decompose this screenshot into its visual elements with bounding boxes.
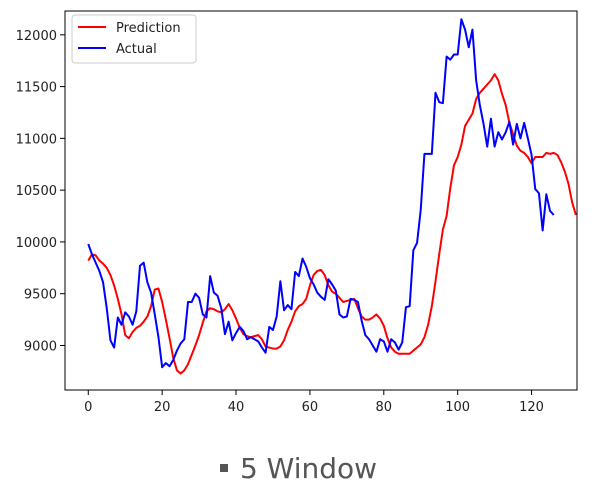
x-axis: 0 20 40 60 80 100 120 <box>84 390 544 415</box>
x-tick-label: 80 <box>376 400 393 415</box>
x-tick-label: 120 <box>519 400 544 415</box>
line-chart: 0 20 40 60 80 100 120 9000 9500 10000 10500 11000 1… <box>16 10 578 415</box>
y-tick-label: 9500 <box>24 288 57 303</box>
bullet-icon <box>219 464 228 472</box>
y-tick-label: 12000 <box>16 29 57 44</box>
x-tick-label: 40 <box>228 400 245 415</box>
chart-caption: 5 Window <box>0 452 597 485</box>
series-line-prediction <box>87 73 577 375</box>
legend-prediction-label: Prediction <box>116 21 181 36</box>
plot-frame <box>64 10 578 391</box>
x-tick-label: 0 <box>84 400 92 415</box>
x-tick-label: 60 <box>302 400 319 415</box>
y-tick-label: 11500 <box>16 81 57 96</box>
y-tick-label: 9000 <box>24 339 57 354</box>
x-tick-label: 20 <box>154 400 171 415</box>
legend-actual-label: Actual <box>116 42 157 57</box>
y-axis: 9000 9500 10000 10500 11000 11500 12000 <box>16 29 65 354</box>
series-line-actual <box>87 18 555 369</box>
legend: Prediction Actual <box>71 14 197 64</box>
caption-text: 5 Window <box>239 452 378 485</box>
y-tick-label: 11000 <box>16 132 57 147</box>
y-tick-label: 10500 <box>16 184 57 199</box>
y-tick-label: 10000 <box>16 236 57 251</box>
x-tick-label: 100 <box>445 400 470 415</box>
plot-lines <box>87 18 577 375</box>
